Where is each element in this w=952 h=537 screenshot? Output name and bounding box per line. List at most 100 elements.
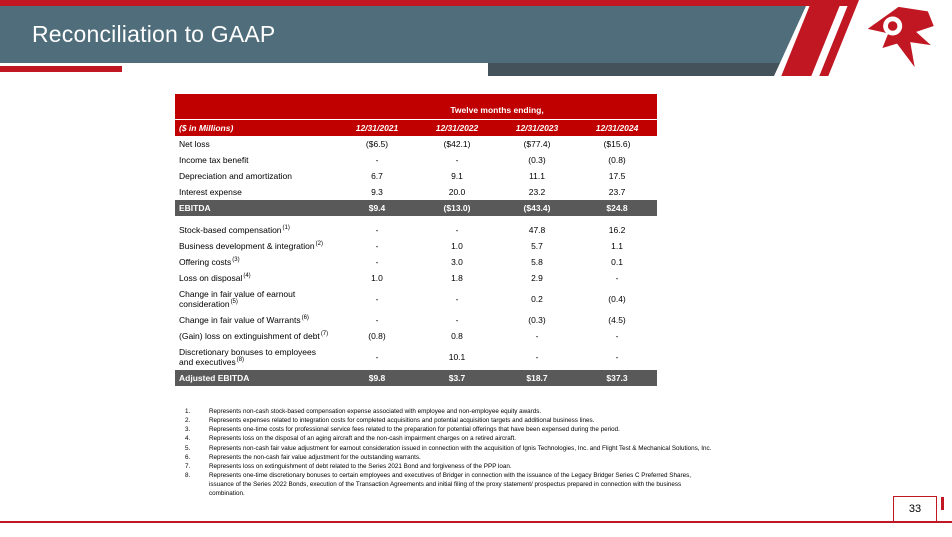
footnote-ref: (5)	[230, 299, 238, 306]
row-label: Change in fair value of Warrants(6)	[175, 312, 337, 328]
footnote-number: 6.	[185, 453, 191, 461]
cell-value: 1.0	[451, 241, 463, 252]
footnote-text: Represents loss on the disposal of an ag…	[209, 435, 516, 443]
row-label-text: EBITDA	[179, 203, 211, 214]
cell-value: (0.3)	[528, 315, 546, 326]
footer-accent-rule	[0, 521, 952, 523]
footnote-number: 3.	[185, 426, 191, 434]
footnote-number: 5.	[185, 444, 191, 452]
table-corner-cell	[175, 94, 337, 121]
cell-value: 1.8	[451, 273, 463, 284]
footnotes-list: 1. Represents non-cash stock-based compe…	[185, 407, 713, 498]
table-row-adjusted-ebitda-total: Adjusted EBITDA $9.8 $3.7 $18.7 $37.3	[175, 370, 658, 387]
cell-value: $37.3	[577, 370, 658, 387]
row-label-text: (Gain) loss on extinguishment of debt	[179, 331, 320, 342]
cell-value: 10.1	[448, 352, 466, 363]
cell-value: $24.8	[577, 200, 658, 217]
footnote: 8. Represents one-time discretionary bon…	[185, 471, 713, 498]
table-row-stock-based-compensation: Stock-based compensation(1) - - 47.8 16.…	[175, 222, 657, 238]
cell-value: -	[455, 155, 459, 166]
column-header-2023: 12/31/2023	[497, 119, 577, 137]
footnote: 1. Represents non-cash stock-based compe…	[185, 407, 713, 416]
table-row-offering-costs: Offering costs(3) - 3.0 5.8 0.1	[175, 254, 657, 270]
reconciliation-table: Twelve months ending, ($ in Millions) 12…	[175, 94, 658, 387]
cell-value: 20.0	[448, 187, 466, 198]
column-header-2022: 12/31/2022	[417, 119, 497, 137]
cell-value: (0.8)	[368, 331, 386, 342]
footnote-ref: (2)	[315, 241, 323, 248]
cell-value: -	[615, 331, 619, 342]
row-label-text: Income tax benefit	[179, 155, 249, 166]
footnote-text: Represents expenses related to integrati…	[209, 417, 595, 425]
cell-value: -	[375, 225, 379, 236]
slide-title: Reconciliation to GAAP	[32, 21, 276, 47]
cell-value: 23.7	[608, 187, 626, 198]
row-label-text: Loss on disposal	[179, 273, 243, 284]
cell-value: 11.1	[529, 171, 545, 182]
cell-value: ($42.1)	[443, 139, 471, 150]
footnote-text: Represents one-time costs for profession…	[209, 426, 620, 434]
cell-value: 16.2	[608, 225, 626, 236]
cell-value: ($13.0)	[417, 200, 497, 217]
row-label-text: Net loss	[179, 139, 210, 150]
cell-value: (0.4)	[608, 294, 626, 305]
footnote-number: 2.	[185, 417, 191, 425]
footnote-text: Represents the non-cash fair value adjus…	[209, 453, 421, 461]
company-logo-icon	[862, 4, 938, 70]
cell-value: ($6.5)	[365, 139, 389, 150]
cell-value: -	[375, 241, 379, 252]
row-label: Discretionary bonuses to employees and e…	[175, 344, 337, 370]
cell-value: ($43.4)	[497, 200, 577, 217]
table-row-discretionary-bonuses: Discretionary bonuses to employees and e…	[175, 344, 657, 370]
table-row-interest-expense: Interest expense 9.3 20.0 23.2 23.7	[175, 184, 657, 200]
footnote-ref: (4)	[243, 273, 251, 280]
spacer-cell	[175, 216, 658, 223]
cell-value: 6.7	[371, 171, 383, 182]
table-row-depreciation-amortization: Depreciation and amortization 6.7 9.1 11…	[175, 168, 657, 184]
row-label: (Gain) loss on extinguishment of debt(7)	[175, 328, 337, 344]
row-label: Interest expense	[175, 184, 337, 200]
header-left-accent-bar	[0, 66, 122, 72]
row-label-text: Discretionary bonuses to employees and e…	[179, 347, 317, 368]
cell-value: $9.4	[337, 200, 417, 217]
cell-value: ($15.6)	[603, 139, 631, 150]
cell-value: -	[375, 315, 379, 326]
cell-value: 2.9	[531, 273, 543, 284]
table-row-loss-on-disposal: Loss on disposal(4) 1.0 1.8 2.9 -	[175, 270, 657, 286]
footnote-text: Represents non-cash stock-based compensa…	[209, 408, 542, 415]
footnote-text: Represents loss on extinguishment of deb…	[209, 462, 512, 470]
cell-value: 5.8	[531, 257, 543, 268]
row-label-text: Adjusted EBITDA	[179, 373, 250, 384]
footnote-ref: (7)	[320, 331, 329, 338]
table-column-header-row: ($ in Millions) 12/31/2021 12/31/2022 12…	[175, 119, 658, 137]
header-sub-bar	[488, 63, 780, 76]
cell-value: -	[375, 352, 379, 363]
footnote: 4. Represents loss on the disposal of an…	[185, 434, 713, 443]
footnote-number: 4.	[185, 435, 191, 443]
row-label: Adjusted EBITDA	[175, 370, 337, 387]
row-label: Stock-based compensation(1)	[175, 222, 337, 238]
row-label: Depreciation and amortization	[175, 168, 337, 184]
row-label: Loss on disposal(4)	[175, 270, 337, 286]
footnote-text: Represents non-cash fair value adjustmen…	[209, 444, 712, 452]
cell-value: -	[615, 352, 619, 363]
table-row-gain-loss-extinguishment-debt: (Gain) loss on extinguishment of debt(7)…	[175, 328, 657, 344]
row-label-text: Change in fair value of Warrants	[179, 315, 301, 326]
cell-value: ($77.4)	[523, 139, 551, 150]
cell-value: -	[455, 294, 459, 305]
cell-value: -	[375, 155, 379, 166]
footnote: 5. Represents non-cash fair value adjust…	[185, 444, 713, 453]
column-header-2021: 12/31/2021	[337, 119, 417, 137]
row-label: Net loss	[175, 136, 337, 152]
row-label-text: Stock-based compensation	[179, 225, 282, 236]
cell-value: $9.8	[337, 370, 417, 387]
cell-value: -	[455, 315, 459, 326]
cell-value: -	[615, 273, 619, 284]
unit-label: ($ in Millions)	[175, 119, 337, 137]
twelve-months-ending-header: Twelve months ending,	[337, 94, 658, 121]
page-number: 33	[908, 503, 922, 515]
row-label: Business development & integration(2)	[175, 238, 337, 254]
cell-value: -	[375, 294, 379, 305]
row-label-text: Interest expense	[179, 187, 242, 198]
page-number-box: 33	[893, 496, 937, 522]
